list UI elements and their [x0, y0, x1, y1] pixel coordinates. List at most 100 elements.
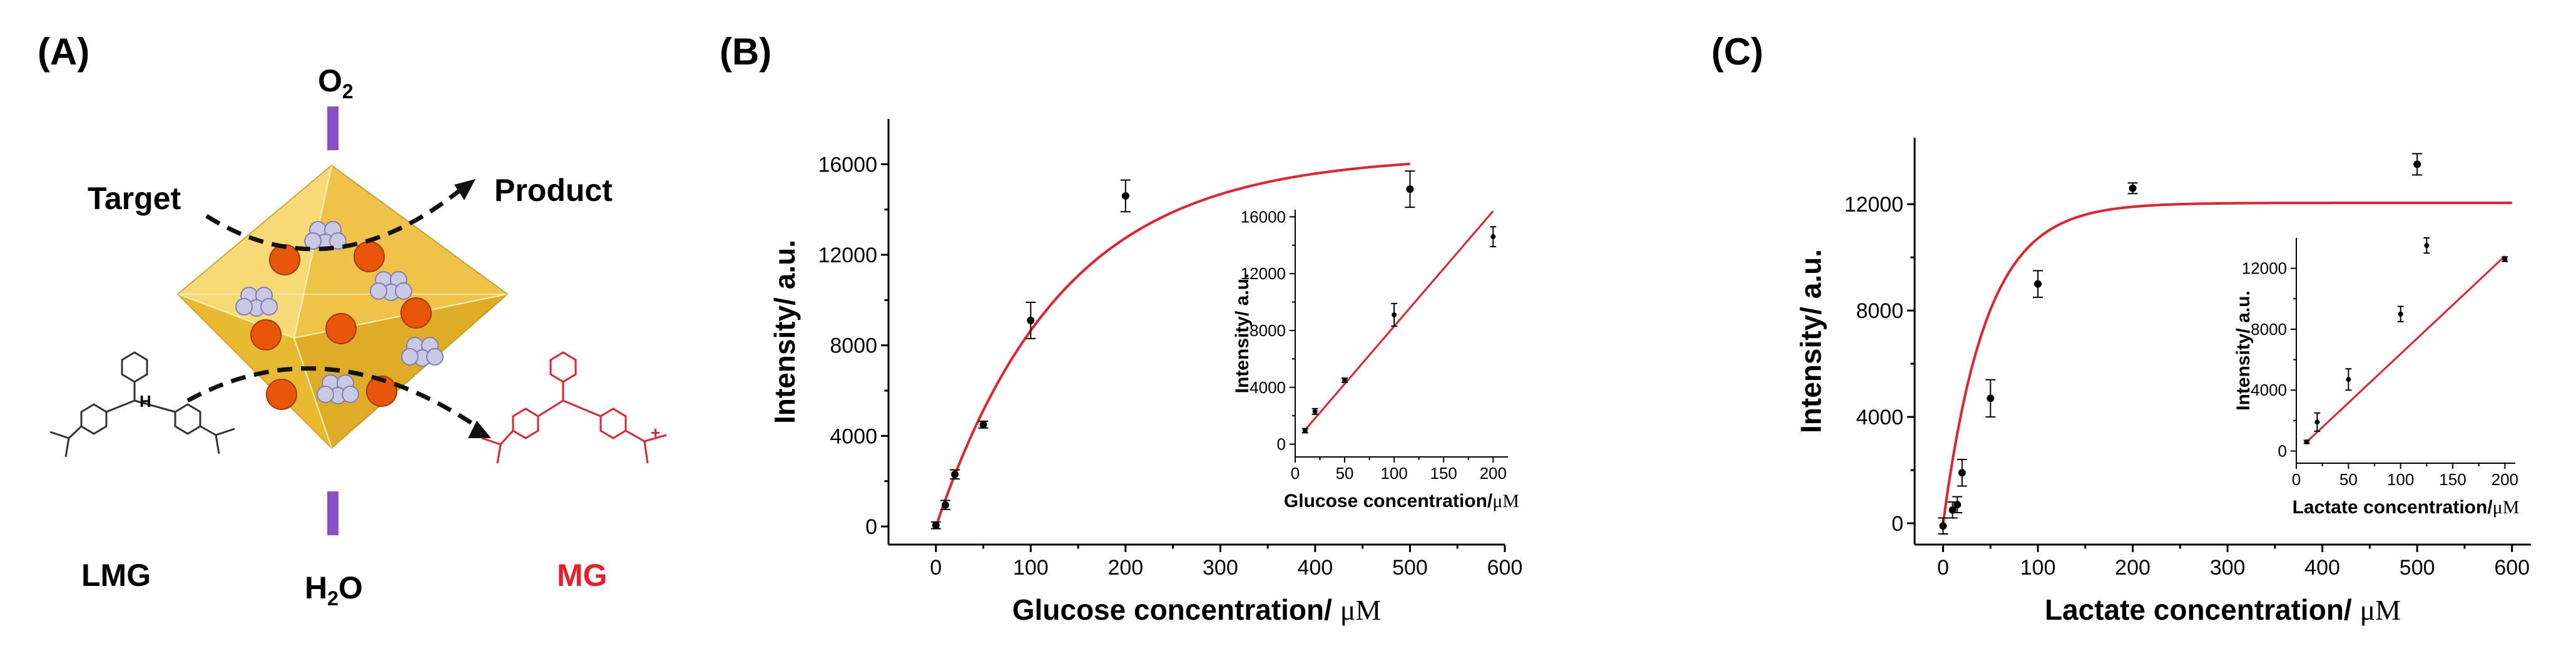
panel-letter-b: (B) [720, 31, 772, 73]
catalyst-dots [250, 241, 432, 410]
y-axis-label: Intensity/ a.u. [1795, 249, 1827, 433]
target-label: Target [88, 181, 181, 216]
x-tick-label: 50 [2339, 470, 2358, 489]
x-tick-label: 150 [2439, 470, 2466, 489]
lmg-structure [49, 351, 235, 458]
data-point [2314, 419, 2320, 425]
panel-letter-a: (A) [38, 31, 90, 73]
data-point [1490, 234, 1496, 240]
h2o-label: H2O [305, 570, 363, 610]
data-point [2502, 257, 2508, 262]
lactate-chart: 0 100 200 300 400 500 60004000800012000Lactate… [1795, 138, 2531, 626]
fit-line [1304, 210, 1494, 431]
data-point [1392, 312, 1397, 317]
y-tick-label: 12000 [1844, 193, 1903, 217]
glucose-main-plot: 0 100 200 300 400 500 6000400080001200016000Gl… [768, 119, 1522, 626]
o2-inlet-bar [327, 106, 339, 150]
lactate-inset-plot: 0 50 100 150 200 0 4000 8000 12000 Lactate concen… [2233, 237, 2520, 518]
data-point [932, 521, 940, 530]
data-point [1939, 522, 1947, 530]
x-tick-label: 0 [1937, 556, 1949, 580]
x-tick-label: 200 [2492, 470, 2518, 489]
y-axis-label: Intensity/ a.u. [2233, 290, 2254, 411]
panel-letter-c: (C) [1711, 31, 1764, 73]
x-tick-label: 100 [1380, 464, 1407, 483]
data-point [1302, 428, 1308, 434]
data-point [979, 421, 987, 429]
x-tick-label: 400 [2304, 556, 2340, 580]
fit-line [2306, 255, 2506, 443]
x-tick-label: 200 [1480, 464, 1507, 483]
h2o-outlet-bar [327, 491, 339, 535]
data-point [1121, 192, 1129, 200]
y-axis-label: Intensity/ a.u. [1232, 274, 1253, 394]
x-axis-label: Glucose concentration/μM [1284, 491, 1519, 511]
x-axis-label: Glucose concentration/ μM [1012, 593, 1382, 626]
x-tick-label: 200 [2115, 556, 2151, 580]
x-tick-label: 100 [1013, 556, 1049, 580]
data-point [951, 470, 959, 478]
data-point [2424, 243, 2430, 249]
x-tick-label: 600 [2494, 556, 2530, 580]
data-point [1342, 377, 1348, 383]
y-tick-label: 8000 [1250, 321, 1286, 340]
data-point [941, 501, 949, 509]
data-point [2413, 160, 2421, 168]
o2-label: O2 [318, 63, 354, 103]
y-tick-label: 0 [865, 515, 877, 539]
data-point [1958, 469, 1966, 477]
data-point [1027, 316, 1035, 324]
x-tick-label: 0 [930, 556, 942, 580]
data-point [1987, 394, 1995, 402]
y-tick-label: 0 [1891, 512, 1903, 536]
y-tick-label: 8000 [1856, 299, 1903, 323]
x-tick-label: 200 [1107, 556, 1143, 580]
x-tick-label: 100 [2387, 470, 2414, 489]
x-tick-label: 500 [2400, 556, 2435, 580]
data-point [1312, 409, 1318, 414]
x-tick-label: 400 [1298, 556, 1333, 580]
y-tick-label: 4000 [830, 424, 877, 448]
data-point [1953, 501, 1962, 509]
y-tick-label: 12000 [1241, 264, 1286, 283]
product-label: Product [494, 173, 613, 208]
y-tick-label: 4000 [1250, 378, 1286, 397]
glucose-chart: 0 100 200 300 400 500 6000400080001200016000Gl… [768, 119, 1522, 626]
lower-arrow-head [468, 421, 491, 438]
x-tick-label: 600 [1487, 556, 1523, 580]
y-tick-label: 16000 [1241, 207, 1286, 226]
mg-plus-label: + [651, 423, 660, 442]
fit-curve [1942, 202, 2512, 524]
y-tick-label: 4000 [2251, 381, 2287, 399]
reaction-scheme: H + [49, 106, 667, 535]
y-tick-label: 12000 [2242, 259, 2287, 278]
mof-octahedron [176, 165, 509, 449]
y-tick-label: 8000 [830, 334, 877, 358]
y-tick-label: 12000 [818, 243, 877, 267]
x-tick-label: 100 [2020, 556, 2056, 580]
x-axis-label: Lactate concentration/μM [2293, 497, 2520, 518]
lactate-main-plot: 0 100 200 300 400 500 60004000800012000Lactate… [1795, 138, 2531, 626]
x-tick-label: 500 [1392, 556, 1428, 580]
glucose-inset-plot: 0 50 100 150 200 0 4000 8000 12000 16000 Glucose c… [1232, 207, 1519, 511]
lower-reaction-arrow [186, 366, 477, 428]
lmg-label: LMG [81, 558, 151, 593]
data-point [2304, 439, 2309, 444]
y-tick-label: 0 [1277, 435, 1286, 454]
data-point [1948, 506, 1957, 514]
upper-reaction-arrow [205, 186, 465, 252]
x-tick-label: 50 [1336, 464, 1354, 483]
x-tick-label: 300 [2210, 556, 2246, 580]
upper-arrow-head [454, 179, 476, 200]
y-tick-label: 4000 [1856, 406, 1903, 429]
data-point [1406, 185, 1414, 193]
x-tick-label: 300 [1203, 556, 1238, 580]
x-tick-label: 0 [1291, 464, 1300, 483]
data-point [2398, 311, 2403, 317]
data-point [2129, 184, 2137, 192]
lmg-h-label: H [140, 392, 151, 411]
x-tick-label: 150 [1430, 464, 1457, 483]
y-tick-label: 0 [2278, 442, 2287, 461]
mg-label: MG [557, 558, 608, 593]
y-tick-label: 16000 [818, 153, 877, 177]
